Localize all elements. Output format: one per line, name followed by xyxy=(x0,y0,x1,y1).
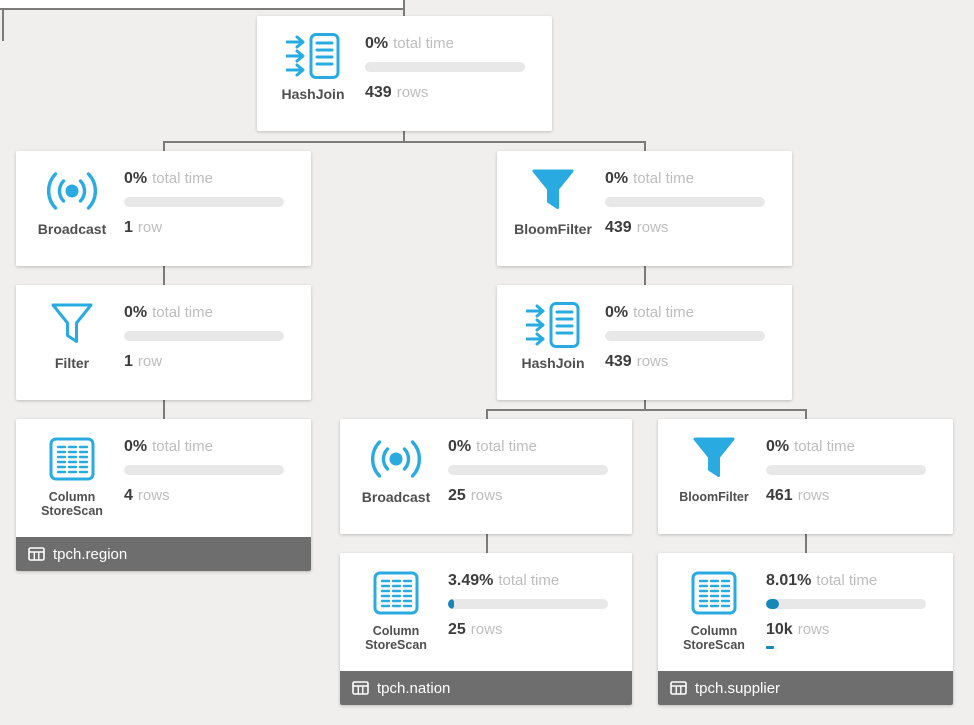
node-card: BloomFilter 0% total time 439 rows xyxy=(497,151,792,266)
table-icon xyxy=(28,547,45,561)
rows-stat: 439 rows xyxy=(605,353,669,370)
broadcast-icon xyxy=(40,167,104,215)
connector-line xyxy=(486,409,488,420)
rows-stat: 10k rows xyxy=(766,621,830,638)
table-name-bar[interactable]: tpch.nation xyxy=(340,671,632,705)
rows-stat: 25 rows xyxy=(448,487,503,504)
node-type-label: Filter xyxy=(54,355,90,371)
node-card: Broadcast 0% total time 1 row xyxy=(16,151,311,266)
table-icon xyxy=(670,681,687,695)
connector-line xyxy=(163,141,646,143)
connector-line xyxy=(2,10,4,41)
filter-icon xyxy=(51,301,93,349)
time-progress-bar xyxy=(124,331,284,341)
table-icon xyxy=(352,681,369,695)
time-progress-bar xyxy=(124,197,284,207)
plan-node-hashjoin-root[interactable]: HashJoin 0% total time 439 rows xyxy=(257,16,552,131)
plan-node-hashjoin-2[interactable]: HashJoin 0% total time 439 rows xyxy=(497,285,792,400)
total-time-stat: 0% total time xyxy=(124,438,213,455)
broadcast-icon xyxy=(364,435,428,483)
node-card: Column StoreScan 0% total time 4 rows xyxy=(16,419,311,537)
connector-line xyxy=(163,400,165,420)
connector-line xyxy=(486,409,807,411)
connector-line xyxy=(805,409,807,420)
node-card: Broadcast 0% total time 25 rows xyxy=(340,419,632,534)
plan-node-bloomfilter-1[interactable]: BloomFilter 0% total time 439 rows xyxy=(497,151,792,266)
rows-stat: 4 rows xyxy=(124,487,170,504)
connector-line xyxy=(403,10,405,18)
bloomfilter-icon xyxy=(532,167,574,215)
total-time-stat: 0% total time xyxy=(605,170,694,187)
connector-line xyxy=(644,141,646,152)
table-name: tpch.nation xyxy=(377,679,451,697)
node-type-label: Column StoreScan xyxy=(365,624,427,652)
table-name: tpch.supplier xyxy=(695,679,781,697)
plan-node-broadcast-1[interactable]: Broadcast 0% total time 1 row xyxy=(16,151,311,266)
time-progress-bar xyxy=(124,465,284,475)
connector-line xyxy=(805,534,807,554)
rows-stat: 439 rows xyxy=(365,84,429,101)
rows-stat: 25 rows xyxy=(448,621,503,638)
plan-node-bloomfilter-2[interactable]: BloomFilter 0% total time 461 rows xyxy=(658,419,953,534)
bloomfilter-icon xyxy=(693,435,735,483)
connector-line xyxy=(644,400,646,410)
node-type-label: Broadcast xyxy=(37,221,107,237)
hashjoin-icon xyxy=(286,32,340,80)
node-card: Column StoreScan 3.49% total time 25 rows xyxy=(340,553,632,671)
connector-line xyxy=(486,534,488,554)
node-type-label: Column StoreScan xyxy=(41,490,103,518)
node-card: HashJoin 0% total time 439 rows xyxy=(497,285,792,400)
rows-stat: 439 rows xyxy=(605,219,669,236)
table-name-bar[interactable]: tpch.supplier xyxy=(658,671,953,705)
plan-node-columnstorescan-region[interactable]: Column StoreScan 0% total time 4 rows tpch.… xyxy=(16,419,311,571)
total-time-stat: 0% total time xyxy=(124,170,213,187)
plan-node-filter[interactable]: Filter 0% total time 1 row xyxy=(16,285,311,400)
plan-node-broadcast-2[interactable]: Broadcast 0% total time 25 rows xyxy=(340,419,632,534)
table-name: tpch.region xyxy=(53,545,128,563)
total-time-stat: 0% total time xyxy=(365,35,454,52)
connector-line xyxy=(163,266,165,286)
parent-card-partial xyxy=(0,0,405,10)
columnstorescan-icon xyxy=(373,569,419,617)
node-type-label: HashJoin xyxy=(281,86,345,102)
node-card: Filter 0% total time 1 row xyxy=(16,285,311,400)
table-name-bar[interactable]: tpch.region xyxy=(16,537,311,571)
time-progress-bar xyxy=(605,331,765,341)
total-time-stat: 0% total time xyxy=(766,438,855,455)
time-progress-bar xyxy=(766,465,926,475)
rows-stat: 1 row xyxy=(124,219,163,236)
plan-node-columnstorescan-supplier[interactable]: Column StoreScan 8.01% total time 10k rows … xyxy=(658,553,953,705)
rows-stat: 1 row xyxy=(124,353,163,370)
time-progress-bar xyxy=(448,465,608,475)
node-card: Column StoreScan 8.01% total time 10k rows xyxy=(658,553,953,671)
node-card: BloomFilter 0% total time 461 rows xyxy=(658,419,953,534)
rows-progress-tick xyxy=(766,646,774,649)
columnstorescan-icon xyxy=(49,435,95,483)
time-progress-bar xyxy=(766,599,926,609)
node-type-label: Column StoreScan xyxy=(683,624,745,652)
columnstorescan-icon xyxy=(691,569,737,617)
node-type-label: HashJoin xyxy=(521,355,585,371)
total-time-stat: 0% total time xyxy=(124,304,213,321)
hashjoin-icon xyxy=(526,301,580,349)
total-time-stat: 0% total time xyxy=(605,304,694,321)
time-progress-bar xyxy=(448,599,608,609)
time-progress-bar xyxy=(365,62,525,72)
node-type-label: BloomFilter xyxy=(514,221,592,237)
connector-line xyxy=(163,141,165,152)
connector-line xyxy=(403,131,405,142)
rows-stat: 461 rows xyxy=(766,487,830,504)
node-type-label: BloomFilter xyxy=(679,490,749,504)
node-type-label: Broadcast xyxy=(361,489,431,505)
node-card: HashJoin 0% total time 439 rows xyxy=(257,16,552,131)
time-progress-bar xyxy=(605,197,765,207)
plan-node-columnstorescan-nation[interactable]: Column StoreScan 3.49% total time 25 rows t… xyxy=(340,553,632,705)
connector-line xyxy=(644,266,646,286)
total-time-stat: 3.49% total time xyxy=(448,572,560,589)
total-time-stat: 0% total time xyxy=(448,438,537,455)
total-time-stat: 8.01% total time xyxy=(766,572,878,589)
